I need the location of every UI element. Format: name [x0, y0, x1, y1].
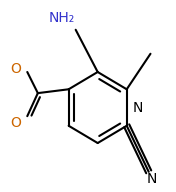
Text: NH₂: NH₂ — [48, 11, 75, 25]
Text: N: N — [133, 101, 143, 115]
Text: N: N — [147, 172, 157, 185]
Text: O: O — [10, 62, 21, 76]
Text: O: O — [10, 116, 21, 130]
